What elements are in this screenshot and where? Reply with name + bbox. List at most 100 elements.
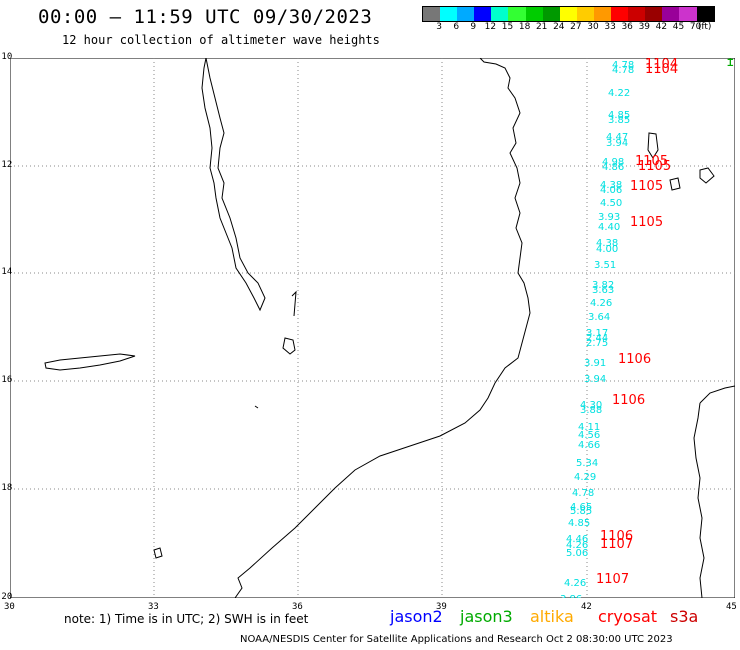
scale-label: 36 [621,22,633,32]
wave-height-label: 1105 [635,154,668,169]
wave-height-label: 4.50 [600,198,622,209]
wave-height-label: 4.38 [596,238,618,249]
wave-height-label: 4.78 [572,488,594,499]
wave-height-label: 4.66 [578,440,600,451]
wave-height-label: 4.78 [612,65,634,76]
wave-height-label: 3.93 [598,212,620,223]
scale-label: 24 [553,22,565,32]
scale-swatch [440,7,458,21]
wave-height-label: 1105 [638,159,671,174]
scale-label: 12 [484,22,497,32]
scale-label: 18 [518,22,531,32]
wave-height-label: 2.75 [586,338,608,349]
wave-height-label: 1106 [600,529,633,544]
scale-swatch [491,7,509,21]
lat-label: -14 [0,267,13,277]
wave-height-label: 1105 [630,215,663,230]
wave-height-label: 5.85 [570,506,592,517]
lon-label: 33 [148,602,159,612]
scale-label: 9 [470,22,477,32]
scale-swatch [508,7,526,21]
scale-label: 3 [436,22,442,32]
lon-label: 36 [292,602,303,612]
scale-swatch [576,7,594,21]
wave-height-label: 5.34 [576,458,598,469]
wave-height-label: 4.38 [600,180,622,191]
wave-height-label: 4.30 [580,400,602,411]
wave-height-label: 5.06 [566,548,588,559]
scale-swatch [525,7,543,21]
map-title: 00:00 – 11:59 UTC 09/30/2023 [38,6,373,28]
lon-label: 45 [726,602,737,612]
wave-height-label: 3.91 [584,358,606,369]
wave-height-label: 1106 [618,352,651,367]
wave-height-label: 4.85 [608,110,630,121]
wave-height-label: 1105 [630,179,663,194]
units-note: note: 1) Time is in UTC; 2) SWH is in fe… [64,612,309,626]
lon-label: 42 [581,602,592,612]
scale-swatch [645,7,663,21]
footer-credit: NOAA/NESDIS Center for Satellite Applica… [240,634,673,645]
wave-height-label: 4.65 [570,502,592,513]
scale-swatch [696,7,714,21]
scale-swatch [559,7,577,21]
wave-height-label: 10 [726,58,735,64]
lat-label: -12 [0,160,13,170]
scale-label: 21 [535,22,548,32]
wave-height-label: 1104 [645,58,678,72]
wave-height-label: 4.29 [574,472,596,483]
wave-height-label: 3.82 [592,280,614,291]
scale-swatch [662,7,680,21]
wave-height-label: 1104 [645,62,678,77]
wave-height-label: 1107 [600,537,633,552]
scale-swatch [611,7,629,21]
wave-height-label: 3.86 [560,594,582,598]
wave-height-label: 4.26 [590,298,612,309]
wave-height-label: 4.40 [598,222,620,233]
wave-height-label: 3.64 [588,312,610,323]
wave-height-label: 4.98 [602,157,624,168]
lon-label: 39 [436,602,447,612]
lat-label: -20 [0,592,13,602]
wave-height-label: 4.26 [564,578,586,589]
scale-label: 27 [570,22,582,32]
scale-label: 39 [638,22,651,32]
wave-height-label: 4.26 [566,540,588,551]
wave-height-label: 3.85 [608,115,630,126]
wave-height-label: 3.88 [580,405,602,416]
wave-height-label: 4.78 [612,60,634,71]
wave-height-label: 1106 [612,393,645,408]
scale-label: 45 [672,22,685,32]
wave-height-label: 4.06 [600,185,622,196]
wave-height-label: 3.51 [594,260,616,271]
scale-swatch [423,7,441,21]
scale-label: 33 [604,22,616,32]
lat-label: -18 [0,483,13,493]
scale-label: 30 [587,22,599,32]
wave-height-label: 4.85 [568,518,590,529]
wave-height-label: 4.22 [608,88,630,99]
altimeter-readings: 4.784.784.224.853.854.473.944.984.864.38… [560,58,735,598]
wave-height-label: 11 [726,58,735,70]
wave-height-label: 3.94 [606,138,628,149]
scale-label: 42 [655,22,668,32]
lon-label: 30 [4,602,15,612]
map-subtitle: 12 hour collection of altimeter wave hei… [62,33,380,47]
scale-swatch [474,7,492,21]
wave-height-label: 3.63 [592,285,614,296]
wave-height-map: 4.784.784.224.853.854.473.944.984.864.38… [10,58,735,598]
wave-height-label: 4.86 [602,162,624,173]
scale-swatch [628,7,646,21]
color-scale-labels: 3 6 9 12 15 18 21 24 27 30 33 36 39 42 45 70 (ft) [422,22,740,34]
graticule [10,58,735,598]
scale-swatch [457,7,475,21]
wave-height-label: 4.11 [578,422,600,433]
mission-jason3: jason3 [460,607,513,626]
wave-height-label: 3.94 [584,374,606,385]
lat-label: -10 [0,52,13,62]
wave-height-label: 4.00 [596,244,618,255]
mission-s3a: s3a [670,607,699,626]
scale-swatch [542,7,560,21]
scale-label: (ft) [697,22,712,32]
coastline [44,58,735,598]
